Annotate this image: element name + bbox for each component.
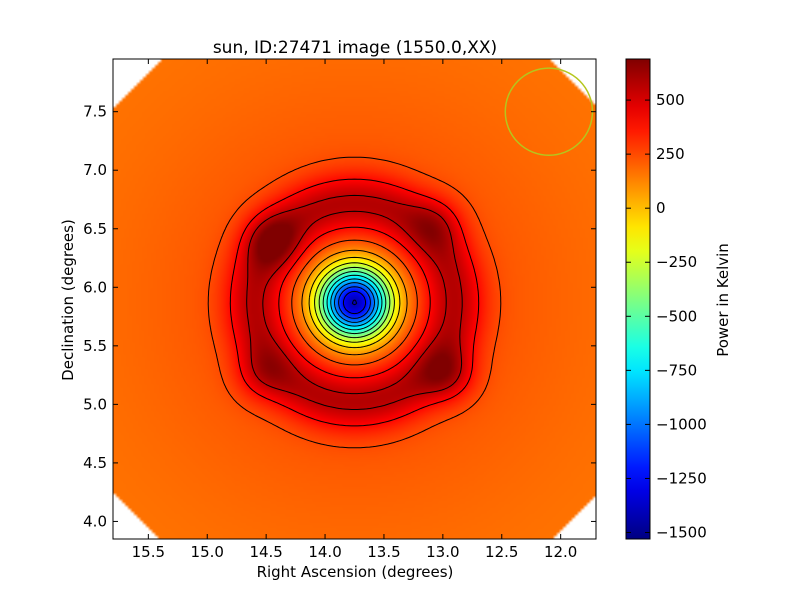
- contour-line: [246, 194, 463, 410]
- plot-area: 15.5 15.0 14.5 14.0 13.5 13.0 12.5 12.0 4.0 4.5 5…: [83, 58, 597, 561]
- colorbar-tick-label: −500: [656, 307, 697, 325]
- contour-line: [330, 278, 379, 327]
- y-tick-label: 6.0: [83, 278, 107, 296]
- contour-line: [207, 156, 502, 449]
- y-tick-label: 5.0: [83, 395, 107, 413]
- y-axis-label: Declination (degrees): [59, 219, 77, 381]
- y-tick-label: 4.5: [83, 454, 107, 472]
- colorbar-tick-label: −750: [656, 361, 697, 379]
- colorbar-tick-label: −1000: [656, 415, 707, 433]
- x-tick-label: 15.5: [132, 543, 165, 561]
- x-tick-label: 12.0: [544, 543, 577, 561]
- x-tick-label: 13.0: [426, 543, 459, 561]
- contour-line: [342, 290, 367, 315]
- contour-line: [318, 266, 391, 339]
- contour-line: [314, 262, 395, 343]
- y-tick-label: 7.5: [83, 103, 107, 121]
- colorbar-tick-label: 250: [656, 145, 685, 163]
- y-tick-label: 7.0: [83, 161, 107, 179]
- y-tick-label: 5.5: [83, 337, 107, 355]
- x-tick-label: 12.5: [485, 543, 518, 561]
- colorbar-tick-label: −1250: [656, 469, 707, 487]
- x-axis-label: Right Ascension (degrees): [257, 563, 454, 581]
- colorbar: 500 250 0 −250 −500 −750 −1000 −1250 −1500 Power…: [625, 58, 732, 542]
- x-tick-label: 14.0: [308, 543, 341, 561]
- x-axis: 15.5 15.0 14.5 14.0 13.5 13.0 12.5 12.0: [132, 59, 577, 561]
- colorbar-tick-label: −250: [656, 253, 697, 271]
- heatmap-raster: [113, 59, 596, 539]
- colorbar-label: Power in Kelvin: [714, 243, 732, 357]
- contour-line: [326, 274, 383, 331]
- plot-frame: [112, 58, 597, 540]
- contour-line: [229, 178, 480, 427]
- contour-line: [308, 256, 401, 349]
- contour-line: [322, 270, 387, 335]
- colorbar-strip: [625, 58, 651, 540]
- colorbar-tick-label: 500: [656, 91, 685, 109]
- heatmap-image: [113, 59, 596, 539]
- colorbar-ticks: 500 250 0 −250 −500 −750 −1000 −1250 −1500: [626, 91, 707, 542]
- contour-line: [301, 249, 408, 356]
- y-tick-label: 4.0: [83, 512, 107, 530]
- contour-line: [334, 282, 375, 323]
- x-tick-label: 13.5: [367, 543, 400, 561]
- x-tick-label: 14.5: [249, 543, 282, 561]
- colorbar-tick-label: 0: [656, 199, 666, 217]
- contour-lines: [207, 156, 502, 449]
- y-tick-label: 6.5: [83, 220, 107, 238]
- contour-line: [351, 299, 358, 306]
- y-axis: 4.0 4.5 5.0 5.5 6.0 6.5 7.0 7.5: [83, 103, 596, 530]
- chart-title: sun, ID:27471 image (1550.0,XX): [213, 38, 497, 58]
- x-tick-label: 15.0: [191, 543, 224, 561]
- colorbar-tick-label: −1500: [656, 524, 707, 542]
- contour-line: [338, 286, 371, 319]
